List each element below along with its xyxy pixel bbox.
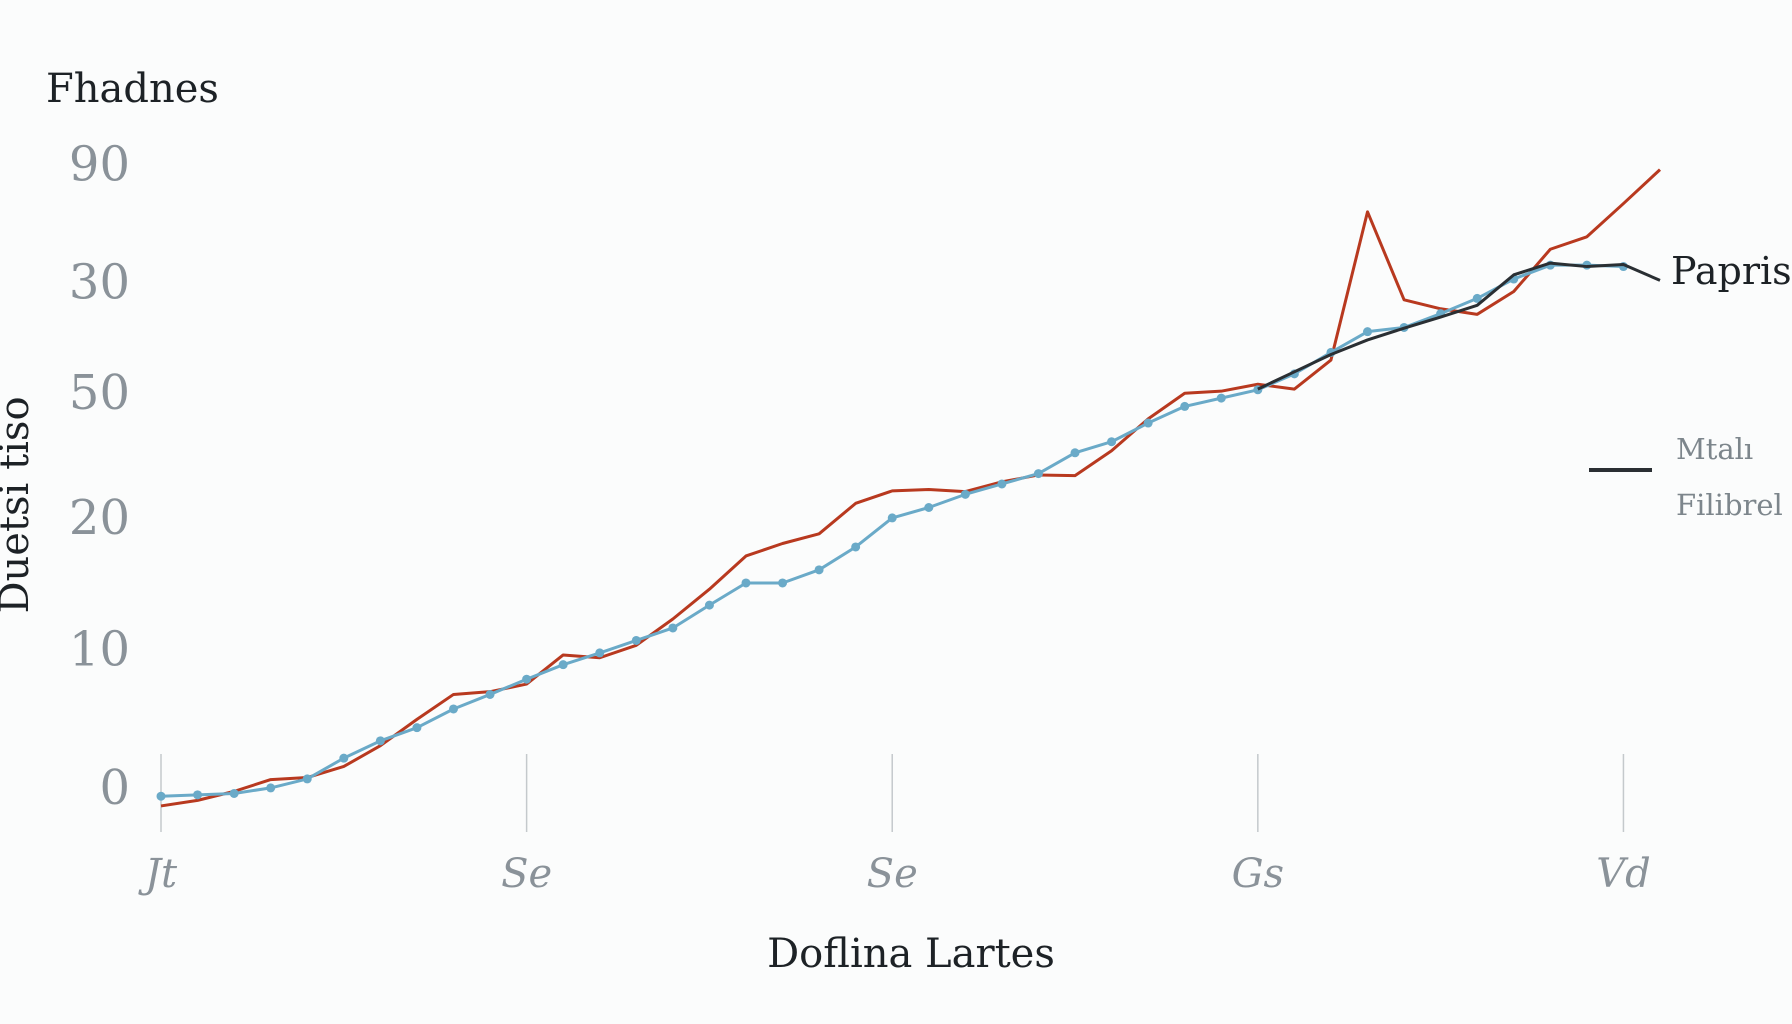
point-marker — [1143, 418, 1153, 428]
legend-label: Filibrel — [1676, 488, 1783, 522]
point-marker — [704, 600, 714, 610]
y-tick-label: 10 — [69, 621, 130, 677]
chart-title: Fhadnes — [46, 66, 219, 112]
x-tick-label: Jt — [138, 851, 178, 897]
x-tick-label: Gs — [1232, 851, 1284, 897]
point-marker — [778, 578, 788, 588]
point-marker — [851, 542, 861, 552]
x-tick-label: Se — [501, 851, 552, 897]
series-line — [160, 168, 1662, 808]
point-marker — [339, 753, 349, 763]
point-marker — [485, 689, 495, 699]
y-tick-label: 30 — [69, 254, 130, 310]
point-marker — [302, 774, 312, 784]
point-marker — [595, 648, 605, 658]
point-marker — [741, 578, 751, 588]
point-marker — [1216, 393, 1226, 403]
point-marker — [1363, 327, 1373, 337]
y-tick-label: 0 — [99, 760, 130, 816]
point-marker — [156, 791, 166, 801]
x-axis-label: Doflina Lartes — [767, 931, 1055, 977]
point-marker — [412, 723, 422, 733]
point-marker — [375, 736, 385, 746]
point-marker — [266, 783, 276, 793]
point-marker — [631, 635, 641, 645]
y-axis-label: Duetsi tiso — [0, 396, 38, 613]
point-marker — [997, 479, 1007, 489]
point-marker — [960, 489, 970, 499]
point-marker — [924, 503, 934, 513]
annotation: Papris — [1671, 249, 1792, 293]
point-marker — [229, 788, 239, 798]
point-marker — [1033, 469, 1043, 479]
point-marker — [522, 674, 532, 684]
point-marker — [1180, 401, 1190, 411]
x-tick-label: Se — [867, 851, 918, 897]
point-marker — [1070, 448, 1080, 458]
point-marker — [193, 790, 203, 800]
point-marker — [1472, 293, 1482, 303]
point-marker — [1107, 437, 1117, 447]
x-tick-label: Vd — [1596, 851, 1651, 897]
y-tick-label: 20 — [69, 490, 130, 546]
legend-label: Mtalı — [1676, 432, 1753, 466]
point-marker — [558, 660, 568, 670]
point-marker — [887, 513, 897, 523]
y-tick-label: 90 — [69, 137, 130, 193]
y-tick-label: 50 — [69, 365, 130, 421]
point-marker — [668, 623, 678, 633]
point-marker — [814, 565, 824, 575]
series-line — [1257, 261, 1661, 391]
point-marker — [448, 704, 458, 714]
